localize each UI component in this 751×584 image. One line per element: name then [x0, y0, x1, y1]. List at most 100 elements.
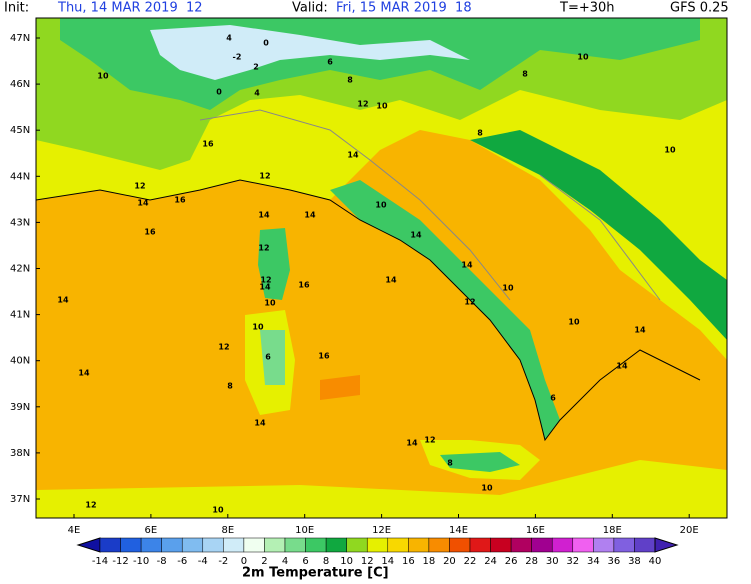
colorbar-tick-label: 38 — [628, 556, 641, 567]
colorbar-swatch — [161, 537, 183, 553]
colorbar-tick-label: 32 — [566, 556, 579, 567]
colorbar-high-arrow — [654, 537, 679, 553]
colorbar-tick-label: 0 — [241, 556, 247, 567]
contour-label: 14 — [254, 419, 266, 428]
colorbar-tick-label: 18 — [423, 556, 436, 567]
dinarics — [470, 130, 727, 340]
lon-label: 18E — [603, 525, 622, 536]
colorbar-swatch — [634, 537, 656, 553]
lon-label: 6E — [145, 525, 158, 536]
lat-label: 43N — [10, 217, 30, 228]
colorbar-swatch — [387, 537, 409, 553]
colorbar-swatch — [346, 537, 368, 553]
lat-label: 46N — [10, 79, 30, 90]
contour-label: 14 — [259, 283, 271, 292]
africa-coast — [36, 460, 727, 518]
contour-label: 12 — [424, 436, 435, 445]
contour-label: 10 — [664, 146, 676, 155]
contour-label: 12 — [258, 244, 269, 253]
contour-label: 12 — [260, 276, 271, 285]
colorbar-swatch — [202, 537, 224, 553]
colorbar-tick-label: 14 — [381, 556, 394, 567]
lat-label: 37N — [10, 494, 30, 505]
contour-label: 10 — [481, 484, 493, 493]
colorbar-tick-label: 28 — [525, 556, 538, 567]
contour-label: 14 — [347, 151, 359, 160]
lat-label: 42N — [10, 264, 30, 275]
colorbar-tick-label: 24 — [484, 556, 497, 567]
contour-label: 16 — [174, 196, 186, 205]
colorbar-tick-label: 12 — [361, 556, 374, 567]
contour-label: 6 — [327, 58, 333, 67]
lat-label: 47N — [10, 33, 30, 44]
colorbar-swatch — [551, 537, 574, 553]
colorbar-tick-label: -12 — [112, 556, 128, 567]
lat-label: 44N — [10, 171, 30, 182]
lat-label: 41N — [10, 310, 30, 321]
colorbar-tick-label: 8 — [323, 556, 329, 567]
contour-label: 10 — [375, 201, 387, 210]
colorbar-tick-label: -4 — [198, 556, 208, 567]
colorbar-swatch — [572, 537, 594, 553]
contour-label: 0 — [263, 39, 269, 48]
contour-label: 10 — [502, 284, 514, 293]
colorbar-swatch — [284, 537, 306, 553]
contour-label: 10 — [212, 506, 224, 515]
corsica — [258, 228, 290, 300]
contour-label: 4 — [254, 89, 260, 98]
valid-time: Fri, 15 MAR 2019 18 — [336, 1, 472, 16]
contour-label: 14 — [634, 326, 646, 335]
lat-label: 40N — [10, 356, 30, 367]
lat-label: 39N — [10, 402, 30, 413]
colorbar-tick-label: 20 — [443, 556, 456, 567]
colorbar-tick-label: 6 — [302, 556, 308, 567]
lon-label: 4E — [68, 525, 81, 536]
contour-label: 12 — [259, 172, 270, 181]
contour-label: 16 — [144, 228, 156, 237]
contour-label: 14 — [385, 276, 397, 285]
contour-label: 12 — [218, 343, 229, 352]
contour-label: 8 — [227, 382, 233, 391]
colorbar-swatch — [181, 537, 204, 553]
contour-label: 10 — [568, 318, 580, 327]
colorbar-tick-label: -14 — [92, 556, 108, 567]
colorbar-tick-label: 22 — [464, 556, 477, 567]
colorbar-tick-label: -2 — [218, 556, 228, 567]
colorbar-tick-label: 26 — [505, 556, 518, 567]
contour-label: -2 — [233, 53, 242, 62]
colorbar-tick-label: 36 — [608, 556, 621, 567]
lon-label: 20E — [680, 525, 699, 536]
contour-label: 8 — [347, 76, 353, 85]
lat-label: 45N — [10, 125, 30, 136]
contour-label: 0 — [216, 88, 222, 97]
lat-label: 38N — [10, 448, 30, 459]
borders — [199, 109, 661, 301]
colorbar-tick-label: 30 — [546, 556, 559, 567]
colorbar-tick-label: 10 — [340, 556, 353, 567]
colorbar-tick-label: -8 — [157, 556, 167, 567]
colorbar-swatch — [140, 537, 162, 553]
alps-snow — [150, 25, 470, 80]
colorbar-swatch — [510, 537, 532, 553]
apennines — [330, 180, 560, 440]
contour-label: 12 — [134, 182, 145, 191]
contour-label: 10 — [97, 72, 109, 81]
colorbar-swatch — [613, 537, 635, 553]
colorbar-swatch — [366, 537, 389, 553]
colorbar-swatch — [243, 537, 265, 553]
colorbar-swatch — [264, 537, 286, 553]
contour-label: 4 — [226, 34, 232, 43]
valid-label: Valid: — [292, 1, 328, 16]
contour-label: 14 — [410, 231, 422, 240]
contour-label: 16 — [318, 352, 330, 361]
warm-spot — [320, 375, 360, 400]
colorbar-title: 2m Temperature [C] — [242, 566, 389, 581]
contour-label: 14 — [461, 261, 473, 270]
contour-label: 12 — [464, 298, 475, 307]
colorbar-swatch — [408, 537, 430, 553]
lon-label: 10E — [295, 525, 314, 536]
contour-label: 8 — [447, 459, 453, 468]
init-label: Init: — [4, 1, 29, 16]
contour-label: 14 — [304, 211, 316, 220]
